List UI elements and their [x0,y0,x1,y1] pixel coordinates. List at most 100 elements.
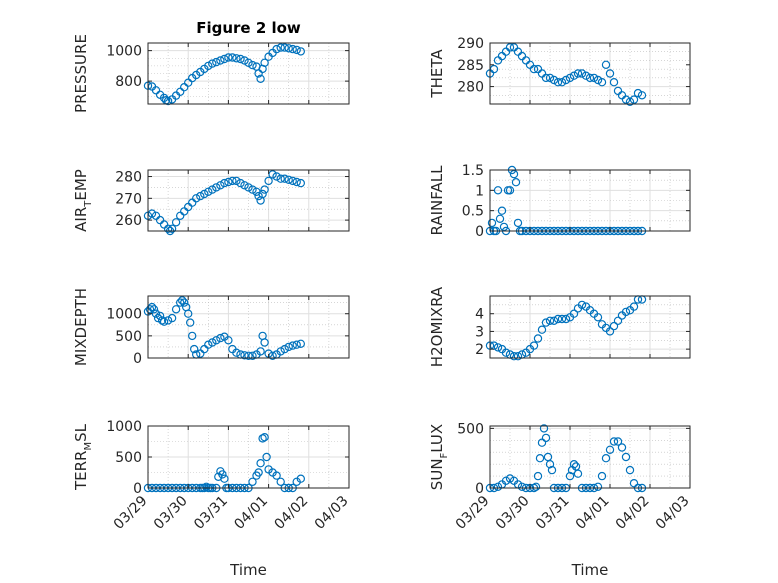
axes-box [489,169,691,232]
y-tick-label: 260 [115,213,142,229]
data-point [204,187,213,196]
data-point [505,43,515,52]
data-point [296,474,305,483]
x-tick-label: 03/29 [111,493,151,533]
data-point [545,460,555,469]
axes-box [147,169,350,232]
data-point [228,176,237,186]
y-tick-label: 800 [115,74,142,90]
y-tick-label: 280 [457,80,484,96]
data-point [200,189,209,199]
y-tick-label: 3 [475,324,484,340]
y-axis-label: H2OMIXRA [428,286,446,367]
data-point [547,465,557,475]
y-axis-label: PRESSURE [72,34,90,113]
y-tick-label: 0 [133,481,142,497]
data-point [605,445,615,454]
data-point [220,474,229,483]
data-point [202,482,211,491]
y-axis-label-part: LUX [428,424,446,453]
data-point [272,471,281,480]
data-point [236,54,245,64]
data-point [288,176,297,186]
grid-lines [148,170,349,231]
data-point [208,59,217,68]
subplot-1: 800 1000 PRESSURE Figure 2 low [72,19,350,113]
data-point [501,476,511,485]
x-tick-label: 04/01 [231,493,271,533]
data-point [565,471,575,481]
y-tick-label: 0 [133,351,142,367]
data-point [248,477,257,486]
data-point [593,482,603,491]
data-point [149,305,159,314]
y-tick-label: 1000 [106,307,142,323]
data-point [177,296,187,305]
data-point [284,175,293,184]
data-point [529,341,539,350]
x-tick-label: 03/30 [151,493,191,533]
y-tick-label: 1.5 [462,163,484,179]
data-point [533,471,543,481]
data-point [517,482,527,491]
data-point [593,313,603,322]
data-point [244,351,253,360]
data-point [557,314,567,324]
data-point [511,177,521,187]
data-point [617,443,627,452]
y-axis-label-part: AIR [72,207,90,232]
data-point [276,174,285,183]
data-point [577,300,587,310]
data-point [637,91,647,100]
data-point [212,57,221,67]
data-point [157,316,167,325]
data-point [292,177,301,187]
data-point [557,77,567,87]
data-point [581,71,591,80]
data-point [621,452,631,462]
y-axis-label-part: H2OMIXRA [428,286,446,367]
data-point [625,465,635,475]
data-point [505,474,515,483]
subplot-7: 0 500 1000 03/29 03/30 03/31 04/01 04/02 04/03 Ti… [72,419,352,579]
data-point [175,298,185,307]
axes-box [147,42,350,105]
data-point [248,60,257,70]
data-point [509,352,519,361]
data-point [597,77,607,87]
data-point [549,316,559,325]
data-point [214,472,223,481]
data-point [493,343,503,352]
data-point [220,178,229,188]
data-point [495,214,505,223]
data-point [597,471,607,481]
data-point [537,325,547,334]
data-point [228,53,237,62]
grid-lines [490,170,690,231]
data-point [236,178,245,188]
data-point [296,339,305,348]
grid-lines [490,426,690,488]
y-axis-label-part: TERR [72,451,90,492]
data-point [216,181,225,190]
y-tick-label: 0 [475,481,484,497]
data-point [609,321,619,331]
data-point [240,181,249,190]
data-point [487,218,497,228]
data-point [573,69,583,78]
y-tick-label: 2 [475,342,484,358]
y-tick-label: 500 [457,421,484,437]
data-point [577,69,587,78]
x-tick-label: 03/31 [533,493,573,533]
y-tick-label: 4 [475,307,484,323]
data-point [151,309,161,318]
y-axis-label-part: M [83,442,94,451]
data-point [561,314,571,324]
data-point [260,338,269,347]
data-point [171,218,181,227]
axes-box [489,425,691,489]
data-point [633,88,643,98]
data-point [155,311,165,321]
data-point [256,74,265,84]
data-point [280,344,289,354]
